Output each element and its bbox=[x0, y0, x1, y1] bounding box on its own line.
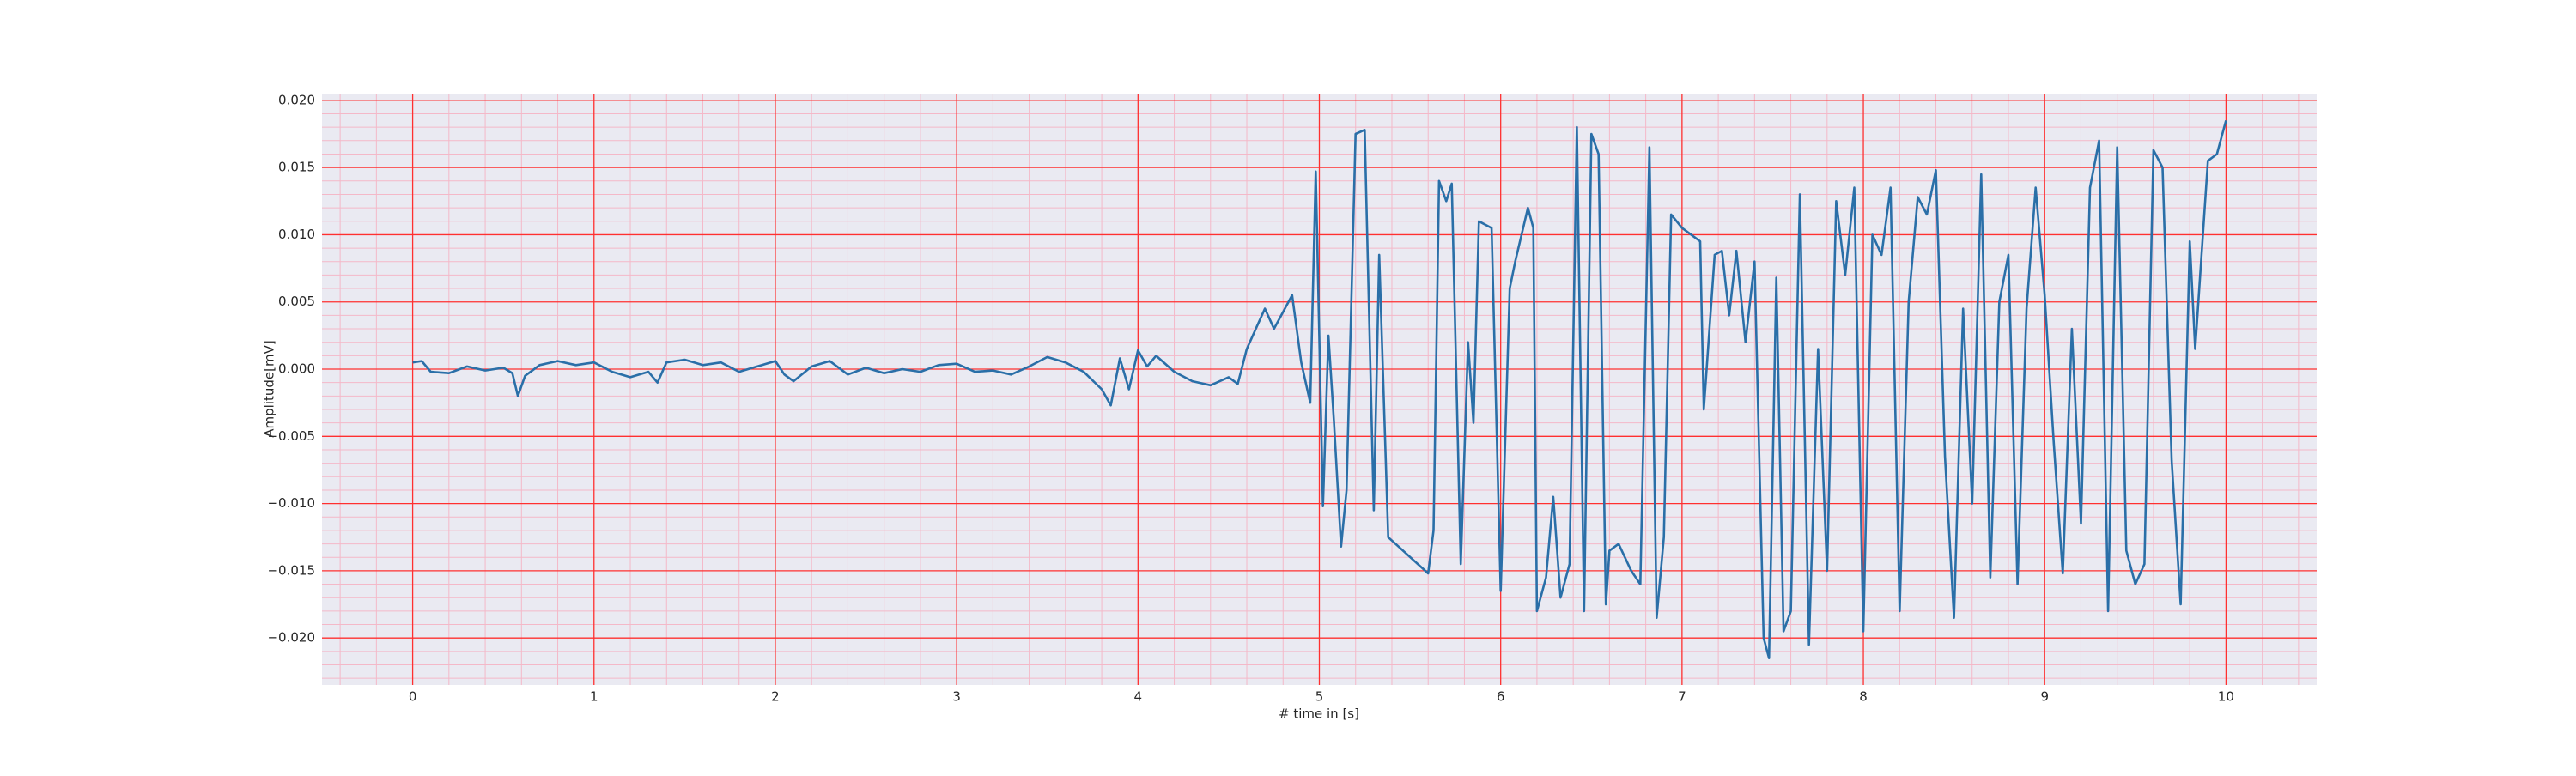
x-tick-label: 8 bbox=[1859, 689, 1868, 705]
x-tick-label: 10 bbox=[2218, 689, 2234, 705]
y-tick-label: −0.015 bbox=[267, 562, 315, 578]
y-tick-label: −0.020 bbox=[267, 630, 315, 646]
x-tick-label: 7 bbox=[1678, 689, 1686, 705]
x-tick-label: 2 bbox=[771, 689, 780, 705]
x-tick-label: 0 bbox=[409, 689, 417, 705]
x-tick-label: 3 bbox=[952, 689, 961, 705]
y-tick-label: 0.005 bbox=[278, 294, 315, 309]
x-tick-label: 5 bbox=[1315, 689, 1324, 705]
y-tick-label: 0.015 bbox=[278, 160, 315, 175]
x-tick-label: 4 bbox=[1134, 689, 1143, 705]
x-tick-label: 9 bbox=[2040, 689, 2049, 705]
signal-line bbox=[412, 119, 2227, 659]
y-tick-label: 0.020 bbox=[278, 92, 315, 107]
y-tick-label: −0.010 bbox=[267, 495, 315, 511]
x-tick-label: 1 bbox=[590, 689, 598, 705]
y-tick-label: 0.000 bbox=[278, 361, 315, 377]
y-tick-label: −0.005 bbox=[267, 428, 315, 444]
x-tick-label: 6 bbox=[1497, 689, 1505, 705]
y-axis-label: Amplitude[mV] bbox=[262, 340, 277, 437]
x-axis-label: # time in [s] bbox=[1279, 706, 1359, 722]
y-tick-label: 0.010 bbox=[278, 227, 315, 242]
